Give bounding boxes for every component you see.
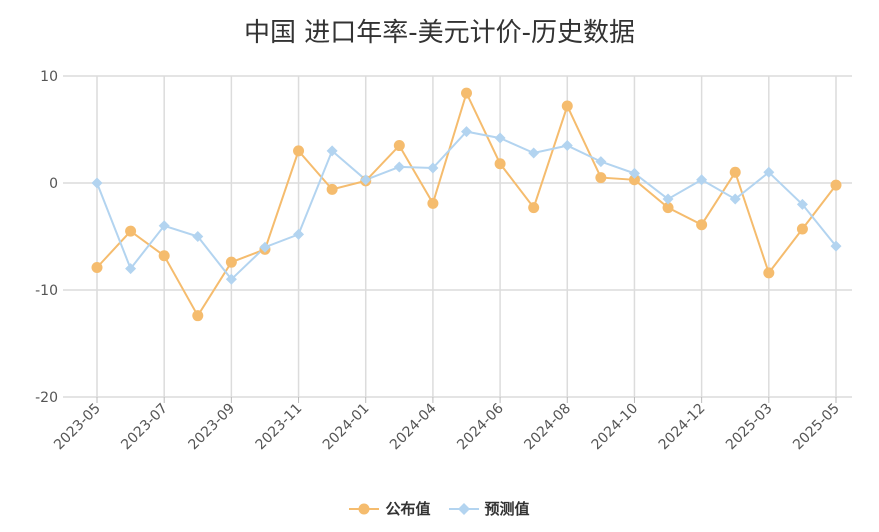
data-point-forecast <box>192 231 204 242</box>
data-point-forecast <box>662 193 674 205</box>
legend-label: 公布值 <box>385 500 431 518</box>
data-point-published <box>595 172 607 184</box>
legend-diamond-marker-icon <box>448 502 479 515</box>
chart-legend: 公布值 预测值 <box>0 498 879 519</box>
data-point-published <box>561 100 573 112</box>
data-point-forecast <box>696 174 708 186</box>
x-tick-label: 2025-05 <box>790 401 843 454</box>
data-point-forecast <box>125 263 137 275</box>
data-point-published <box>796 223 808 235</box>
data-point-forecast <box>91 177 103 189</box>
data-point-forecast <box>628 167 640 179</box>
data-point-forecast <box>729 193 741 205</box>
data-point-published <box>830 179 842 191</box>
data-point-forecast <box>830 240 842 252</box>
data-point-forecast <box>595 156 607 168</box>
x-tick-label: 2024-08 <box>521 401 574 454</box>
data-point-forecast <box>763 166 775 178</box>
x-tick-label: 2024-10 <box>589 401 642 454</box>
data-point-published <box>729 166 741 178</box>
x-tick-label: 2024-01 <box>320 401 373 454</box>
data-point-published <box>662 202 674 214</box>
data-point-forecast <box>393 161 405 173</box>
x-tick-label: 2025-03 <box>723 401 776 454</box>
legend-item-published[interactable]: 公布值 <box>349 498 431 519</box>
data-point-published <box>293 145 305 157</box>
x-tick-label: 2024-12 <box>656 401 709 454</box>
data-point-published <box>696 219 708 231</box>
x-tick-label: 2024-06 <box>454 400 507 453</box>
data-point-forecast <box>796 198 808 210</box>
data-point-forecast <box>293 228 305 240</box>
data-point-forecast <box>259 241 271 253</box>
data-point-published <box>225 256 237 268</box>
data-point-published <box>763 267 775 279</box>
series-line-forecast <box>96 130 837 281</box>
data-point-forecast <box>326 145 338 157</box>
data-point-published <box>528 202 540 214</box>
data-point-forecast <box>561 140 573 152</box>
data-point-published <box>158 250 170 262</box>
data-point-published <box>628 174 640 186</box>
x-tick-label: 2023-09 <box>186 401 239 454</box>
data-point-forecast <box>494 132 506 144</box>
data-point-published <box>494 158 506 170</box>
y-tick-label: -10 <box>35 283 58 299</box>
legend-circle-marker-icon <box>349 503 380 514</box>
data-point-forecast <box>461 126 472 138</box>
data-point-forecast <box>427 162 439 174</box>
data-point-published <box>192 310 204 322</box>
legend-item-forecast[interactable]: 预测值 <box>448 498 530 519</box>
x-tick-label: 2024-04 <box>387 400 440 453</box>
x-tick-label: 2023-11 <box>253 401 306 454</box>
x-tick-label: 2023-07 <box>118 401 171 454</box>
data-point-published <box>461 87 472 99</box>
data-point-forecast <box>360 174 372 186</box>
data-point-forecast <box>225 273 237 285</box>
x-tick-label: 2023-05 <box>51 401 104 454</box>
y-tick-label: 10 <box>40 69 58 85</box>
data-point-published <box>91 262 103 274</box>
data-point-published <box>427 197 439 209</box>
data-point-forecast <box>158 220 170 232</box>
data-point-published <box>326 183 338 195</box>
chart-title: 中国 进口年率-美元计价-历史数据 <box>243 18 636 48</box>
y-tick-label: 0 <box>49 176 58 192</box>
y-tick-label: -20 <box>35 390 58 406</box>
legend-label: 预测值 <box>484 500 530 518</box>
data-point-published <box>125 225 137 237</box>
data-point-published <box>393 140 405 152</box>
data-point-forecast <box>528 147 540 159</box>
